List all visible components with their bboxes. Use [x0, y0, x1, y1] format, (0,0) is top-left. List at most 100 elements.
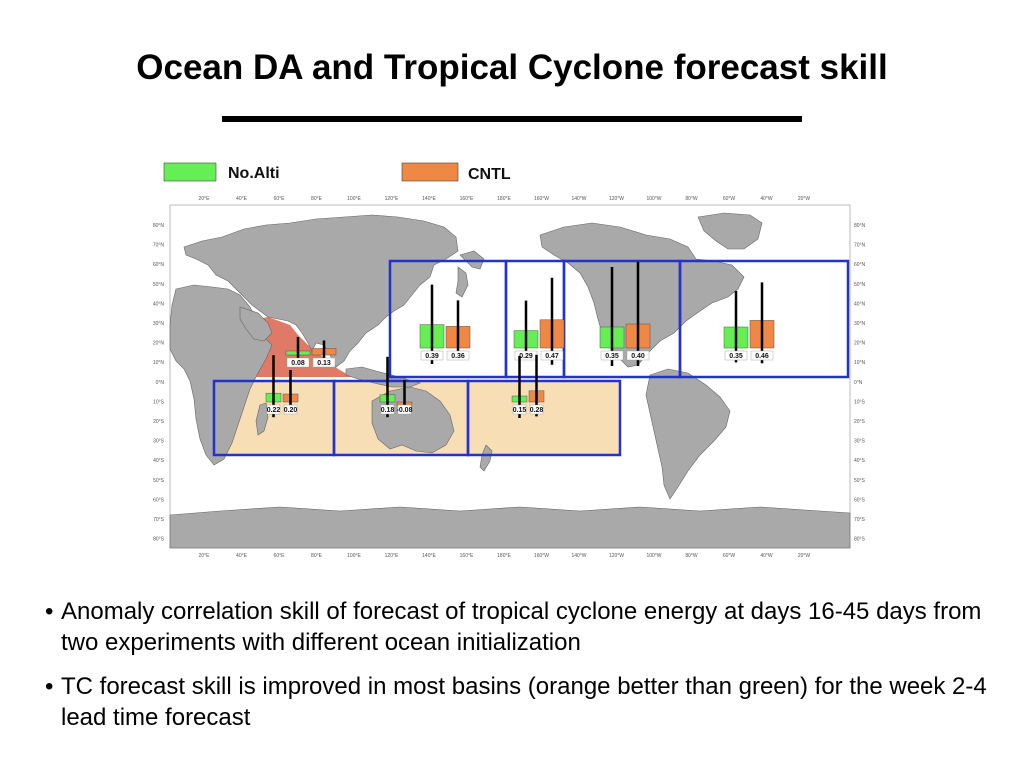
- bullet-mark: •: [45, 598, 54, 625]
- land-arabia: [239, 306, 273, 342]
- lon-tick-label: 60°E: [274, 553, 286, 559]
- lon-tick-label: 40°W: [760, 196, 773, 202]
- skill-bars: 0.08 0.13 0.39 0.36 0.29 0.47 0.35 0.40 0.35 0.46…: [265, 262, 775, 418]
- value-label-bg: [380, 404, 395, 415]
- lat-tick-label: 20°S: [153, 419, 165, 425]
- value-label-bg: [540, 350, 564, 361]
- lat-tick-label: 50°S: [854, 478, 866, 484]
- lon-tick-label: 160°E: [460, 553, 474, 559]
- basin-bar-group: 0.22 0.20: [265, 355, 299, 418]
- value-label: 0.35: [605, 353, 619, 360]
- land-antarctica: [169, 506, 851, 549]
- value-label-bg: [420, 350, 444, 361]
- value-label: 0.20: [284, 407, 298, 414]
- title-underline: [222, 116, 802, 122]
- lat-tick-label: 70°S: [153, 517, 165, 523]
- lat-tick-label: 70°N: [153, 243, 165, 249]
- lon-ticks-top: 20°E 40°E 60°E 80°E 100°E 120°E 140°E 160°E 180°…: [199, 196, 811, 202]
- legend-label-no-alti: No.Alti: [228, 165, 280, 182]
- value-label: 0.36: [451, 353, 465, 360]
- lat-tick-label: 0°N: [854, 380, 863, 386]
- lon-tick-label: 40°E: [236, 553, 248, 559]
- legend: No.Alti CNTL: [163, 162, 511, 183]
- value-label-bg: [446, 350, 470, 361]
- value-label: 0.39: [425, 353, 439, 360]
- lat-tick-label: 50°S: [153, 478, 165, 484]
- lon-tick-label: 100°E: [347, 553, 361, 559]
- land-japan: [455, 266, 469, 298]
- slide-title: Ocean DA and Tropical Cyclone forecast s…: [136, 48, 888, 87]
- lon-tick-label: 40°E: [236, 196, 248, 202]
- land-eurasia: [183, 214, 459, 368]
- lon-tick-label: 60°E: [274, 196, 286, 202]
- bullet-item: • TC forecast skill is improved in most …: [45, 671, 1020, 733]
- lat-tick-label: 10°N: [854, 360, 866, 366]
- value-label: 0.47: [545, 353, 559, 360]
- value-label-bg: [266, 404, 281, 415]
- lat-tick-label: 40°S: [854, 458, 866, 464]
- lon-tick-label: 120°W: [609, 553, 624, 559]
- value-label: 0.35: [729, 353, 743, 360]
- lon-tick-label: 140°E: [422, 196, 436, 202]
- lon-tick-label: 100°W: [646, 196, 661, 202]
- basin-bar-group: 0.08 0.13: [285, 337, 337, 368]
- value-label-bg: [512, 404, 527, 415]
- bullet-item: • Anomaly correlation skill of forecast …: [45, 596, 1020, 658]
- lon-tick-label: 100°E: [347, 196, 361, 202]
- lon-tick-label: 180°E: [497, 553, 511, 559]
- value-label: 0.22: [267, 407, 281, 414]
- lon-tick-label: 80°E: [311, 553, 323, 559]
- lat-ticks-left: 80°N 70°N 60°N 50°N 40°N 30°N 20°N 10°N 0°N 10°S 2…: [153, 223, 165, 543]
- lon-tick-label: 100°W: [646, 553, 661, 559]
- lon-tick-label: 180°E: [497, 196, 511, 202]
- lon-tick-label: 140°E: [422, 553, 436, 559]
- basin-bar-group: 0.35 0.40: [599, 262, 651, 366]
- lat-tick-label: 0°N: [156, 380, 165, 386]
- value-label: 0.46: [755, 353, 769, 360]
- land-masses: [169, 212, 851, 549]
- lon-tick-label: 140°W: [571, 196, 586, 202]
- bullet-text: Anomaly correlation skill of forecast of…: [61, 598, 982, 656]
- value-label: -0.08: [397, 407, 413, 414]
- value-label: 0.29: [519, 353, 533, 360]
- legend-label-cntl: CNTL: [468, 166, 511, 183]
- lat-tick-label: 80°S: [854, 537, 866, 543]
- value-label: 0.08: [291, 360, 305, 367]
- lon-tick-label: 160°W: [534, 196, 549, 202]
- basin-skill-map: No.Alti CNTL: [153, 162, 866, 559]
- basin-bar-group: 0.35 0.46: [723, 282, 775, 364]
- lon-tick-label: 60°W: [723, 196, 736, 202]
- basin-bar-group: 0.29 0.47: [513, 277, 565, 365]
- value-label: 0.40: [631, 353, 645, 360]
- lat-tick-label: 70°N: [854, 243, 866, 249]
- lon-tick-label: 160°W: [534, 553, 549, 559]
- lon-tick-label: 160°E: [460, 196, 474, 202]
- lat-tick-label: 10°S: [854, 399, 866, 405]
- lat-tick-label: 20°N: [153, 341, 165, 347]
- value-label-bg: [724, 350, 748, 361]
- lat-tick-label: 40°S: [153, 458, 165, 464]
- land-madagascar: [255, 402, 269, 436]
- lat-tick-label: 60°N: [153, 262, 165, 268]
- lat-tick-label: 30°N: [854, 321, 866, 327]
- lon-tick-label: 140°W: [571, 553, 586, 559]
- lat-tick-label: 60°S: [153, 497, 165, 503]
- lon-tick-label: 80°W: [685, 196, 698, 202]
- value-label-bg: [529, 404, 544, 415]
- basin-bar-group: 0.39 0.36: [419, 284, 471, 364]
- value-label: 0.28: [530, 407, 544, 414]
- lon-tick-label: 20°W: [798, 196, 811, 202]
- lat-tick-label: 20°S: [854, 419, 866, 425]
- bullet-mark: •: [45, 673, 54, 700]
- basin-bar-group: 0.18 -0.08: [379, 356, 413, 418]
- lon-tick-label: 60°W: [723, 553, 736, 559]
- value-label-bg: [397, 404, 412, 415]
- lat-tick-label: 70°S: [854, 517, 866, 523]
- value-label-bg: [600, 350, 624, 361]
- value-label: 0.15: [513, 407, 527, 414]
- lat-tick-label: 60°S: [854, 497, 866, 503]
- lon-tick-label: 80°W: [685, 553, 698, 559]
- lat-tick-label: 30°S: [153, 439, 165, 445]
- value-label-bg: [283, 404, 298, 415]
- lon-tick-label: 120°W: [609, 196, 624, 202]
